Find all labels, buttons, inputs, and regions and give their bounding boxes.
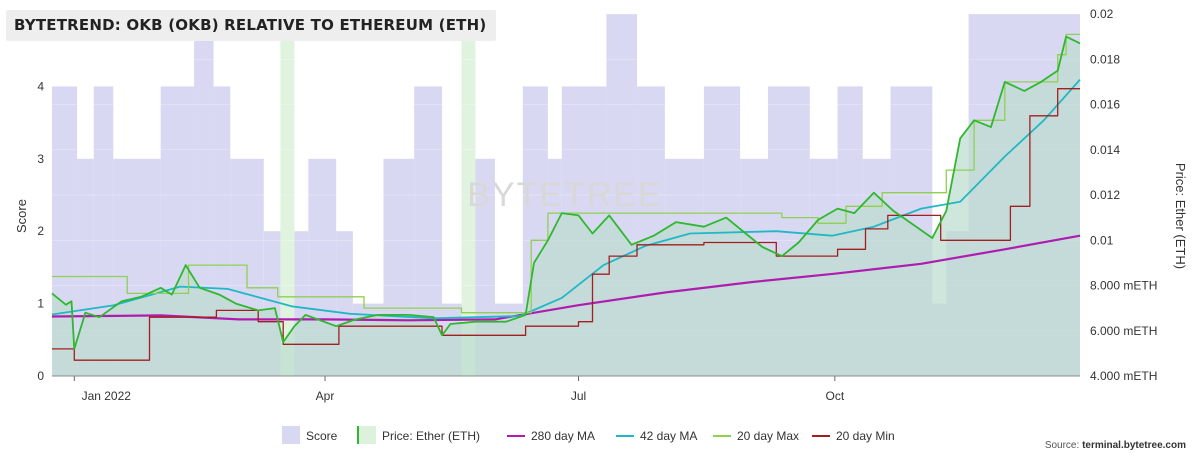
price-area-fill (52, 36, 1080, 376)
x-tick-label: Apr (316, 389, 335, 403)
y-right-tick-label: 0.02 (1090, 7, 1114, 21)
price-area (52, 36, 1080, 376)
legend-label: 42 day MA (640, 429, 697, 443)
x-tick-label: Jul (571, 389, 586, 403)
y-right-tick-label: 0.018 (1090, 52, 1120, 66)
y-right-tick-label: 0.016 (1090, 98, 1120, 112)
source-credit: Source: terminal.bytetree.com (1045, 440, 1186, 451)
y-left-tick-label: 4 (37, 79, 44, 93)
score-bar (93, 86, 114, 377)
y-right-tick-label: 4.000 mETH (1090, 369, 1157, 383)
legend-swatch (282, 426, 300, 444)
axes: Score Price: Ether (ETH) 0 1 2 3 4 4.000 mETH… (14, 7, 1188, 403)
legend-label: 280 day MA (531, 429, 595, 443)
y-left-tick-label: 3 (37, 152, 44, 166)
y-right-tick-label: 0.01 (1090, 233, 1114, 247)
y-right-axis-label: Price: Ether (ETH) (1173, 163, 1188, 269)
legend-label: Score (306, 429, 338, 443)
legend-label: 20 day Min (836, 429, 895, 443)
max20-line (52, 33, 1080, 314)
price-line (51, 35, 1081, 350)
ma280-line (51, 234, 1081, 322)
source-prefix: Source: (1044, 440, 1083, 451)
legend-label: Price: Ether (ETH) (382, 429, 480, 443)
legend: Score Price: Ether (ETH) 280 day MA 42 day … (282, 426, 895, 444)
x-tick-label: Jan 2022 (82, 389, 132, 403)
y-left-axis-label: Score (14, 199, 29, 233)
legend-label: 20 day Max (737, 429, 799, 443)
watermark: BYTETREE (467, 176, 662, 214)
y-right-tick-label: 0.014 (1090, 143, 1120, 157)
y-right-tick-label: 6.000 mETH (1090, 324, 1157, 338)
y-left-tick-label: 2 (37, 224, 44, 238)
min20-line (52, 88, 1080, 361)
series-lines (51, 33, 1081, 361)
legend-swatch (358, 426, 376, 444)
y-right-tick-label: 0.012 (1090, 188, 1120, 202)
chart-title: BYTETREND: OKB (OKB) RELATIVE TO ETHEREU… (14, 16, 487, 34)
y-left-tick-label: 1 (37, 297, 44, 311)
source-site: terminal.bytetree.com (1082, 440, 1186, 451)
y-right-tick-label: 8.000 mETH (1090, 279, 1157, 293)
x-tick-label: Oct (826, 389, 845, 403)
chart-title-box: BYTETREND: OKB (OKB) RELATIVE TO ETHEREU… (6, 10, 497, 41)
y-left-tick-label: 0 (37, 369, 44, 383)
